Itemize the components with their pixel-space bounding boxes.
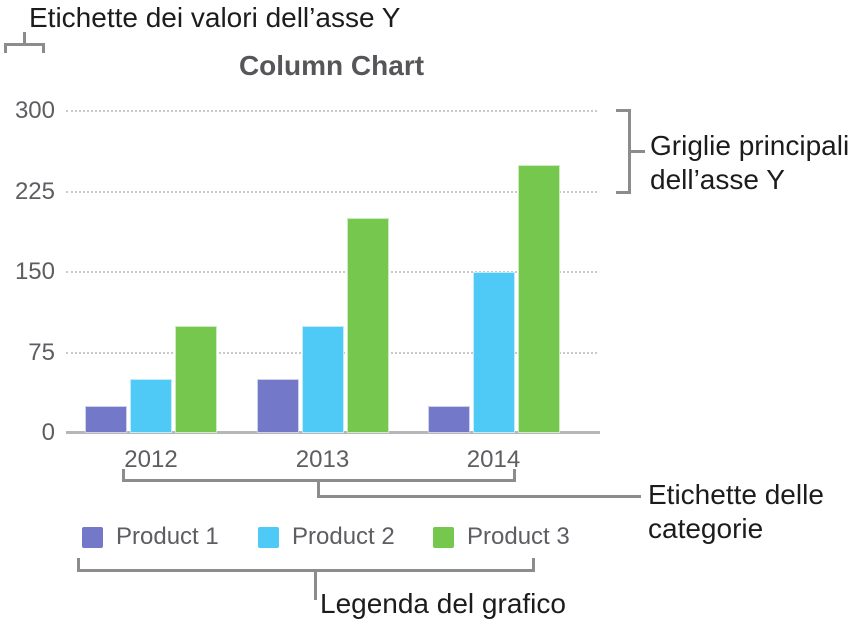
y-axis-label-300: 300 [14,97,55,124]
legend-item-product-1: Product 1 [82,523,219,550]
legend-label: Product 1 [116,523,219,550]
bar-product-2-2013 [301,325,344,433]
y-labels-callout-stem [23,32,26,44]
legend-label: Product 3 [467,523,570,550]
bar-product-1-2014 [427,406,470,433]
y-labels-callout-bracket [4,43,45,53]
chart-title: Column Chart [238,50,425,81]
annotation-chart-legend: Legenda del grafico [320,588,566,619]
bar-product-1-2012 [85,406,127,433]
category-label-2013: 2013 [295,446,350,473]
legend-swatch [433,526,454,548]
legend-label: Product 2 [292,523,395,550]
annotation-y-value-labels: Etichette dei valori dell’asse Y [29,2,401,33]
legend-callout-stem [314,572,317,600]
y-gridline-150 [66,271,597,273]
bar-product-2-2014 [472,272,515,433]
legend-swatch [258,526,279,548]
bar-product-3-2014 [517,164,560,433]
bar-product-1-2013 [256,379,299,433]
categories-callout-stem [317,482,320,498]
legend-item-product-2: Product 2 [258,523,395,550]
legend-callout-bracket [77,558,535,572]
y-axis-label-150: 150 [14,258,55,285]
categories-callout-line [317,495,641,498]
category-label-2014: 2014 [466,446,521,473]
annotation-y-major-gridlines: Griglie principali dell’asse Y [650,130,850,195]
gridlines-callout-stub [631,150,645,153]
legend-item-product-3: Product 3 [433,523,570,550]
categories-callout-bracket [122,469,516,482]
annotation-category-labels: Etichette delle categorie [648,479,824,544]
y-gridline-300 [66,110,597,112]
legend-swatch [82,526,103,548]
bar-product-3-2012 [175,325,217,433]
gridlines-callout-bracket [616,109,631,194]
y-axis-label-75: 75 [28,338,55,366]
category-label-2012: 2012 [124,446,178,473]
y-axis-label-0: 0 [41,419,55,446]
y-axis-label-225: 225 [14,177,55,205]
bar-product-2-2012 [130,379,172,433]
bar-product-3-2013 [346,218,389,433]
y-gridline-225 [66,190,597,193]
